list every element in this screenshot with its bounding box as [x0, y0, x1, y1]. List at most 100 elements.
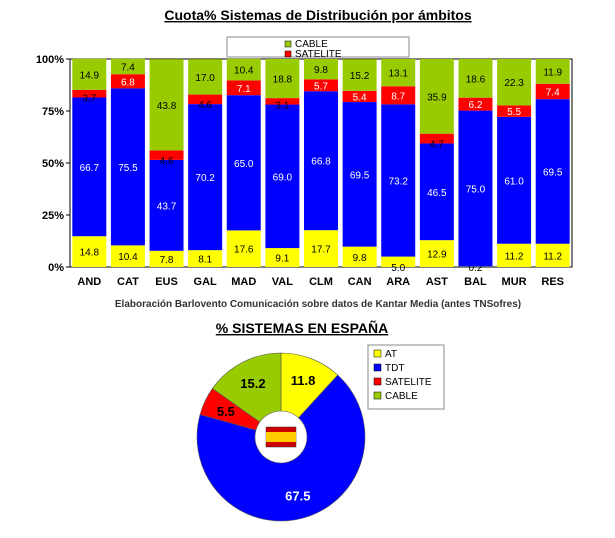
- pie-chart-plot: 11.8 67.5 5.5 15.2: [196, 352, 366, 522]
- x-tick-label: BAL: [464, 276, 487, 288]
- data-label: 11.2: [543, 251, 562, 262]
- bar-segment-tdt-mad: [226, 95, 261, 231]
- bar-segment-satelite-ast: [419, 133, 454, 144]
- data-label: 6.8: [121, 77, 135, 88]
- data-label: 35.9: [427, 92, 447, 103]
- data-label: 69.5: [543, 167, 563, 178]
- data-label: 9.1: [275, 254, 289, 265]
- bar-segment-satelite-mur: [497, 105, 532, 117]
- bar-segment-tdt-eus: [149, 159, 184, 251]
- bar-segment-tdt-clm: [304, 91, 338, 231]
- bar-segment-at-res: [535, 243, 570, 267]
- data-label: 3.7: [82, 93, 96, 104]
- bar-segment-at-and: [72, 236, 107, 267]
- bar-segment-cable-cat: [110, 58, 145, 75]
- bar-segment-cable-clm: [304, 59, 338, 80]
- y-tick-label: 50%: [42, 158, 64, 170]
- bar-segment-at-gal: [188, 250, 223, 267]
- bar-segment-at-mur: [497, 243, 532, 267]
- data-label: 10.4: [118, 252, 138, 263]
- data-label: 9.8: [314, 65, 328, 76]
- pie-legend-swatch: [373, 391, 382, 400]
- data-label: 5.4: [353, 92, 367, 103]
- data-label: 12.9: [427, 250, 447, 261]
- bar-segment-tdt-mur: [497, 116, 532, 244]
- bar-segment-satelite-can: [342, 90, 377, 103]
- bar-segment-at-eus: [149, 250, 184, 267]
- x-tick-label: VAL: [272, 276, 293, 288]
- pie-data-label: 15.2: [240, 376, 265, 391]
- data-label: 7.4: [546, 87, 560, 98]
- data-label: 66.8: [311, 157, 331, 168]
- bar-segment-cable-res: [535, 59, 570, 84]
- x-tick-label: CAN: [348, 276, 372, 288]
- data-label: 6.2: [469, 100, 483, 111]
- data-label: 14.9: [80, 70, 100, 81]
- data-label: 7.4: [121, 62, 135, 73]
- data-label: 8.7: [391, 91, 405, 102]
- bar-segment-cable-val: [265, 59, 300, 99]
- x-tick-label: GAL: [194, 276, 218, 288]
- bar-segment-satelite-gal: [188, 94, 223, 105]
- bar-segment-satelite-val: [265, 98, 300, 105]
- data-label: 66.7: [80, 163, 100, 174]
- x-tick-label: AND: [77, 276, 101, 288]
- data-label: 69.5: [350, 170, 370, 181]
- data-label: 9.8: [353, 253, 367, 264]
- pie-slice-cable: [212, 352, 282, 423]
- pie-legend-label: AT: [385, 349, 397, 360]
- data-label: 4.7: [430, 139, 444, 150]
- y-tick-label: 100%: [36, 54, 64, 66]
- y-tick-label: 25%: [42, 210, 64, 222]
- bar-segment-at-ast: [419, 240, 454, 267]
- data-label: 75.5: [118, 163, 138, 174]
- x-tick-label: CLM: [309, 276, 333, 288]
- y-tick-label: 0%: [48, 262, 64, 274]
- bar-segment-cable-eus: [149, 59, 184, 151]
- data-label: 15.2: [350, 71, 370, 82]
- pie-legend-swatch: [373, 377, 382, 386]
- bar-segment-tdt-res: [535, 99, 570, 244]
- source-note: Elaboración Barlovento Comunicación sobr…: [115, 299, 521, 310]
- data-label: 11.9: [543, 67, 562, 78]
- bar-chart-plot: 0% 25% 50% 75% 100% 14.8 66.7 3.7 14.9 AND 10.4 75.…: [36, 54, 573, 288]
- bar-segment-at-clm: [304, 230, 338, 267]
- pie-legend-swatch: [373, 349, 382, 358]
- data-label: 4.6: [160, 156, 174, 167]
- bar-segment-cable-bal: [458, 59, 493, 98]
- data-label: 5.7: [314, 81, 328, 92]
- bar-segment-tdt-ast: [419, 143, 454, 241]
- bar-segment-cable-and: [72, 58, 107, 90]
- y-tick-label: 75%: [42, 106, 64, 118]
- data-label: 70.2: [195, 173, 215, 184]
- pie-legend-swatch: [373, 363, 382, 372]
- data-label: 43.8: [157, 101, 177, 112]
- data-label: 65.0: [234, 159, 254, 170]
- bar-segment-at-can: [342, 246, 377, 267]
- bar-segment-satelite-ara: [381, 86, 416, 105]
- bar-segment-tdt-bal: [458, 110, 493, 267]
- legend-swatch: [284, 50, 292, 58]
- data-label: 8.1: [198, 255, 212, 266]
- bar-segment-satelite-clm: [304, 79, 338, 92]
- data-label: 7.8: [160, 255, 174, 266]
- x-tick-label: MUR: [502, 276, 527, 288]
- pie-legend-label: CABLE: [385, 391, 418, 402]
- data-label: 17.7: [311, 245, 331, 256]
- data-label: 75.0: [466, 185, 486, 196]
- data-label: 46.5: [427, 188, 447, 199]
- x-tick-label: AST: [426, 276, 448, 288]
- data-label: 11.2: [505, 251, 524, 262]
- legend-box: [226, 36, 410, 58]
- bar-segment-tdt-val: [265, 104, 300, 249]
- pie-data-label: 67.5: [285, 489, 310, 504]
- bar-chart-title: Cuota% Sistemas de Distribución por ámbi…: [164, 7, 471, 23]
- x-tick-label: ARA: [386, 276, 410, 288]
- bar-segment-cable-ast: [419, 59, 454, 134]
- bar-segment-satelite-res: [535, 83, 570, 100]
- data-label: 22.3: [504, 78, 524, 89]
- bar-segment-tdt-can: [342, 102, 377, 247]
- bar-segment-satelite-and: [72, 89, 107, 98]
- pie-chart-legend: AT TDT SATELITE CABLE: [367, 344, 445, 410]
- bar-segment-tdt-ara: [381, 104, 416, 257]
